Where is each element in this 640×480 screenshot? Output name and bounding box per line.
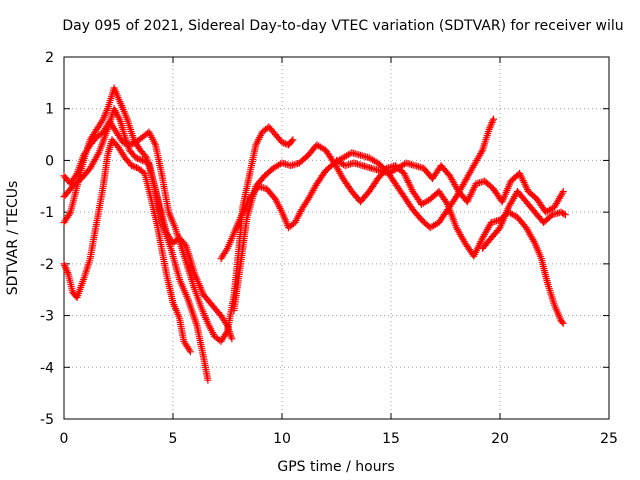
data-point	[60, 260, 68, 268]
data-point	[132, 154, 140, 162]
data-point	[62, 263, 69, 271]
data-point	[487, 120, 495, 128]
x-tick-label: 5	[169, 431, 178, 447]
data-point	[186, 348, 194, 356]
data-point	[558, 318, 566, 326]
series-track-4	[60, 118, 297, 345]
data-point	[560, 210, 568, 218]
y-tick-label: -1	[40, 205, 54, 221]
data-point	[142, 152, 149, 160]
data-point	[129, 162, 137, 170]
data-point	[222, 329, 230, 337]
data-point	[485, 125, 493, 133]
data-point	[101, 110, 109, 118]
data-point	[122, 140, 130, 148]
plot-frame	[63, 56, 610, 420]
data-point	[135, 155, 143, 163]
data-point	[103, 106, 111, 114]
y-tick-label: -5	[40, 412, 54, 428]
data-point	[288, 137, 296, 145]
y-tick-label: 0	[45, 153, 54, 169]
data-point	[490, 115, 497, 123]
data-point	[561, 211, 569, 219]
data-point	[486, 124, 494, 132]
data-point	[64, 269, 72, 276]
data-point	[488, 119, 496, 126]
data-point	[100, 113, 108, 121]
data-layer	[60, 84, 569, 384]
grid-layer	[64, 57, 609, 419]
series-track-8	[479, 188, 569, 252]
data-point	[101, 112, 109, 120]
data-point	[558, 189, 566, 197]
x-tick-label: 0	[60, 431, 69, 447]
x-tick-label: 15	[382, 431, 400, 447]
series-track-2	[60, 136, 194, 356]
x-tick-label: 10	[273, 431, 291, 447]
data-point	[559, 188, 567, 195]
tick-layer: 0 5 10 15 20 25 -5 -4 -3 -2 -1 0 1 2	[40, 50, 618, 447]
x-axis-label: GPS time / hours	[277, 459, 394, 475]
data-point	[127, 140, 135, 148]
y-tick-label: 2	[45, 50, 54, 66]
data-point	[119, 138, 127, 146]
y-axis-label: SDTVAR / TECUs	[5, 181, 21, 296]
y-tick-label: -4	[40, 360, 54, 376]
y-tick-label: -2	[40, 257, 54, 273]
data-point	[278, 138, 286, 146]
x-tick-label: 20	[491, 431, 509, 447]
data-point	[94, 150, 102, 158]
data-point	[559, 319, 567, 327]
y-tick-label: 1	[45, 102, 54, 118]
y-tick-label: -3	[40, 309, 54, 325]
data-point	[204, 376, 212, 384]
series-track-7	[333, 156, 567, 216]
data-point	[72, 171, 80, 179]
data-point	[61, 262, 69, 270]
data-point	[478, 148, 486, 156]
data-point	[228, 335, 236, 343]
data-point	[489, 117, 497, 125]
series-track-3	[60, 84, 236, 343]
data-point	[63, 267, 71, 275]
data-point	[289, 136, 297, 144]
chart-title: Day 095 of 2021, Sidereal Day-to-day VTE…	[62, 18, 623, 34]
x-tick-label: 25	[600, 431, 618, 447]
